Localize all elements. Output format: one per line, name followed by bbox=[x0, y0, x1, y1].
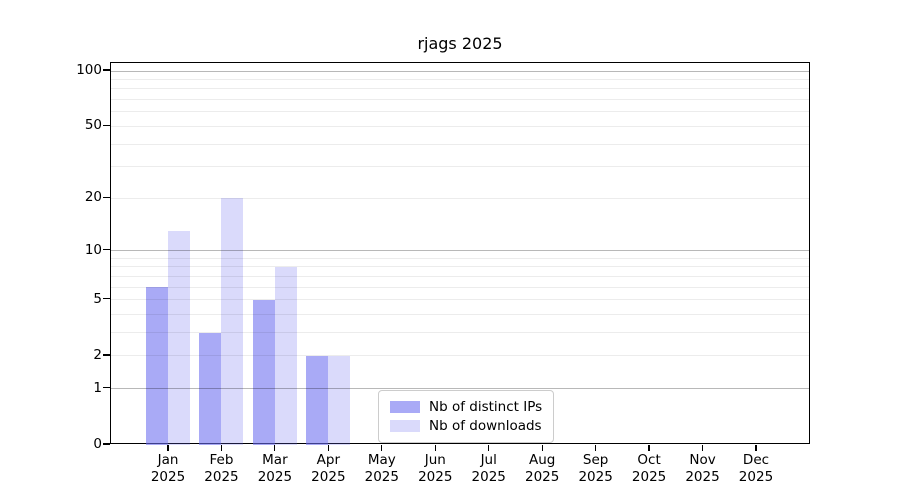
y-tick-mark-1 bbox=[103, 387, 110, 389]
bars-layer bbox=[111, 63, 809, 445]
x-tick-mark-may bbox=[381, 445, 383, 451]
gridlines-layer bbox=[111, 63, 809, 443]
bar-downloads-apr bbox=[328, 355, 351, 445]
y-tick-mark-100 bbox=[103, 69, 110, 71]
x-tick-mark-jun bbox=[434, 445, 436, 451]
x-tick-label-jul: Jul 2025 bbox=[471, 452, 506, 485]
x-tick-mark-aug bbox=[541, 445, 543, 451]
x-tick-label-jun: Jun 2025 bbox=[418, 452, 453, 485]
minor-gridline-2 bbox=[111, 355, 809, 357]
minor-gridline-20 bbox=[111, 197, 809, 199]
y-tick-mark-10 bbox=[103, 249, 110, 251]
x-tick-mark-apr bbox=[327, 445, 329, 451]
bar-distinct-ips-feb bbox=[199, 332, 222, 445]
major-gridline-100 bbox=[111, 70, 809, 72]
y-tick-label-2: 2 bbox=[93, 346, 102, 363]
chart-title: rjags 2025 bbox=[417, 34, 503, 53]
x-tick-label-mar: Mar 2025 bbox=[257, 452, 293, 485]
minor-gridline-9 bbox=[111, 257, 809, 259]
bar-distinct-ips-apr bbox=[306, 355, 329, 445]
x-tick-label-oct: Oct 2025 bbox=[631, 452, 667, 485]
minor-gridline-7 bbox=[111, 275, 809, 277]
legend-swatch-downloads bbox=[390, 420, 420, 432]
minor-gridline-6 bbox=[111, 286, 809, 288]
bar-downloads-jan bbox=[168, 231, 190, 445]
x-tick-mark-oct bbox=[648, 445, 650, 451]
y-tick-label-50: 50 bbox=[84, 117, 102, 134]
bar-downloads-feb bbox=[221, 198, 244, 445]
legend: Nb of distinct IPs Nb of downloads bbox=[378, 390, 555, 443]
legend-label-distinct-ips: Nb of distinct IPs bbox=[429, 399, 543, 415]
minor-gridline-50 bbox=[111, 125, 809, 127]
y-tick-label-10: 10 bbox=[84, 241, 102, 258]
y-tick-label-100: 100 bbox=[76, 62, 102, 78]
x-tick-label-aug: Aug 2025 bbox=[524, 452, 560, 485]
legend-label-downloads: Nb of downloads bbox=[429, 418, 542, 434]
x-tick-label-may: May 2025 bbox=[364, 452, 399, 485]
x-tick-label-nov: Nov 2025 bbox=[685, 452, 720, 485]
legend-swatch-distinct-ips bbox=[390, 401, 420, 413]
y-tick-label-5: 5 bbox=[93, 290, 102, 307]
y-tick-label-20: 20 bbox=[84, 189, 102, 206]
minor-gridline-8 bbox=[111, 266, 809, 268]
minor-gridline-90 bbox=[111, 78, 809, 80]
x-tick-mark-mar bbox=[274, 445, 276, 451]
bar-distinct-ips-jan bbox=[146, 287, 168, 445]
minor-gridline-70 bbox=[111, 99, 809, 101]
y-tick-mark-20 bbox=[103, 196, 110, 198]
x-tick-mark-jan bbox=[167, 445, 169, 451]
x-tick-label-jan: Jan 2025 bbox=[150, 452, 186, 485]
x-tick-mark-feb bbox=[220, 445, 223, 451]
x-tick-label-dec: Dec 2025 bbox=[738, 452, 774, 485]
minor-gridline-4 bbox=[111, 314, 809, 316]
x-tick-mark-sep bbox=[595, 445, 597, 451]
minor-gridline-30 bbox=[111, 166, 809, 168]
bar-downloads-mar bbox=[274, 266, 297, 445]
y-tick-label-0: 0 bbox=[93, 436, 102, 452]
y-tick-label-1: 1 bbox=[93, 379, 102, 396]
minor-gridline-40 bbox=[111, 143, 809, 145]
minor-gridline-5 bbox=[111, 299, 809, 301]
x-tick-label-feb: Feb 2025 bbox=[204, 452, 239, 485]
x-tick-mark-jul bbox=[488, 445, 490, 451]
legend-entry-downloads: Nb of downloads bbox=[390, 417, 542, 435]
y-tick-mark-50 bbox=[103, 124, 110, 126]
minor-gridline-60 bbox=[111, 111, 809, 113]
major-gridline-10 bbox=[111, 250, 809, 252]
y-tick-mark-2 bbox=[103, 354, 110, 356]
y-tick-mark-0 bbox=[103, 443, 110, 445]
x-tick-label-apr: Apr 2025 bbox=[311, 452, 346, 485]
minor-gridline-80 bbox=[111, 88, 809, 90]
y-tick-mark-5 bbox=[103, 298, 110, 300]
major-gridline-1 bbox=[111, 388, 809, 390]
x-tick-mark-dec bbox=[755, 445, 757, 451]
x-tick-mark-nov bbox=[701, 445, 704, 451]
x-tick-label-sep: Sep 2025 bbox=[578, 452, 613, 485]
plot-area bbox=[110, 62, 810, 445]
bar-distinct-ips-mar bbox=[252, 299, 275, 445]
minor-gridline-3 bbox=[111, 332, 809, 334]
legend-entry-distinct-ips: Nb of distinct IPs bbox=[390, 398, 542, 416]
